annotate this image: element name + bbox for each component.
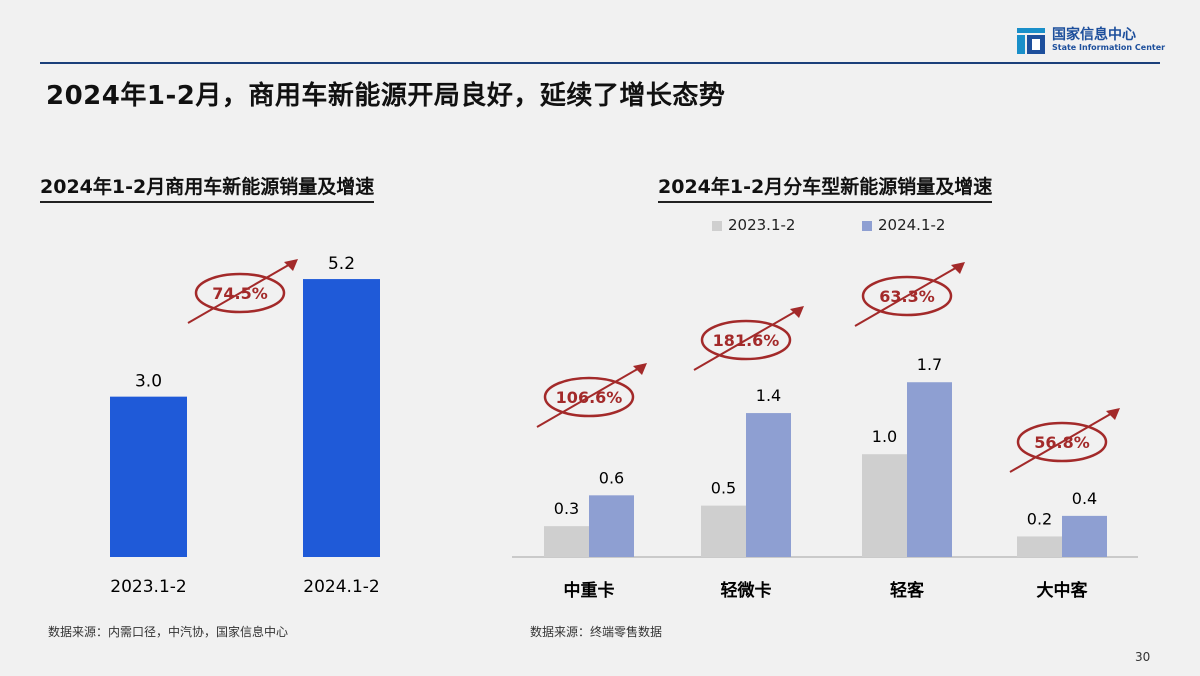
bar-value-label-1: 5.2 [328, 254, 355, 274]
bar-2023.1-2-0 [544, 526, 589, 557]
x-tick-label-1: 轻微卡 [721, 580, 772, 601]
logo: 国家信息中心 State Information Center [1017, 24, 1165, 60]
bar-total-0 [110, 396, 187, 557]
legend-item-2024: 2024.1-2 [862, 216, 945, 234]
x-tick-label-3: 大中客 [1037, 580, 1089, 601]
legend-label-2024: 2024.1-2 [878, 216, 946, 234]
x-tick-label-1: 2024.1-2 [303, 577, 379, 597]
growth-2-label: 63.3% [879, 287, 935, 306]
bar-value-label-2024.1-2-3: 0.4 [1072, 489, 1097, 508]
left-chart-title: 2024年1-2月商用车新能源销量及增速 [40, 172, 375, 203]
growth-0-label: 106.6% [556, 388, 623, 407]
bar-value-label-2023.1-2-3: 0.2 [1027, 509, 1052, 528]
growth-1-label: 181.6% [713, 331, 780, 350]
x-tick-label-0: 2023.1-2 [110, 577, 186, 597]
legend-item-2023: 2023.1-2 [712, 216, 795, 234]
bar-value-label-2023.1-2-0: 0.3 [554, 499, 579, 518]
left-data-source: 数据来源：内需口径，中汽协，国家信息中心 [48, 625, 289, 639]
bar-value-label-0: 3.0 [135, 372, 162, 392]
page-title: 2024年1-2月，商用车新能源开局良好，延续了增长态势 [46, 81, 726, 111]
bar-value-label-2024.1-2-2: 1.7 [917, 355, 942, 374]
bar-total-1 [303, 279, 380, 557]
bar-2023.1-2-2 [862, 454, 907, 557]
bar-2023.1-2-1 [701, 505, 746, 557]
bar-value-label-2024.1-2-0: 0.6 [599, 468, 624, 487]
bar-2024.1-2-3 [1062, 515, 1107, 557]
state-information-center-logo-icon [1017, 28, 1045, 54]
header-rule [40, 62, 1160, 64]
bar-2024.1-2-2 [907, 382, 952, 557]
x-tick-label-0: 中重卡 [564, 580, 615, 601]
legend-swatch-2023 [712, 220, 722, 231]
bar-value-label-2024.1-2-1: 1.4 [756, 386, 781, 405]
growth-2-icon [854, 262, 965, 327]
bar-value-label-2023.1-2-2: 1.0 [872, 427, 897, 446]
growth-3-label: 56.8% [1034, 433, 1090, 452]
bar-value-label-2023.1-2-1: 0.5 [711, 479, 736, 498]
growth-total-label: 74.5% [212, 284, 268, 303]
growth-total-icon [187, 259, 298, 324]
bar-2024.1-2-0 [589, 495, 634, 557]
right-chart-title: 2024年1-2月分车型新能源销量及增速 [658, 172, 993, 203]
bar-2024.1-2-1 [746, 413, 791, 557]
page-number: 30 [1135, 650, 1151, 664]
x-tick-label-2: 轻客 [890, 580, 925, 601]
growth-3-icon [1009, 408, 1120, 473]
growth-0-icon [536, 363, 647, 428]
growth-1-icon [693, 306, 804, 371]
legend-label-2023: 2023.1-2 [728, 216, 796, 234]
right-data-source: 数据来源：终端零售数据 [530, 625, 663, 639]
bar-2023.1-2-3 [1017, 536, 1062, 557]
legend-swatch-2024 [862, 220, 872, 231]
logo-name-en: State Information Center [1052, 43, 1166, 52]
logo-name-cn: 国家信息中心 [1052, 27, 1136, 43]
